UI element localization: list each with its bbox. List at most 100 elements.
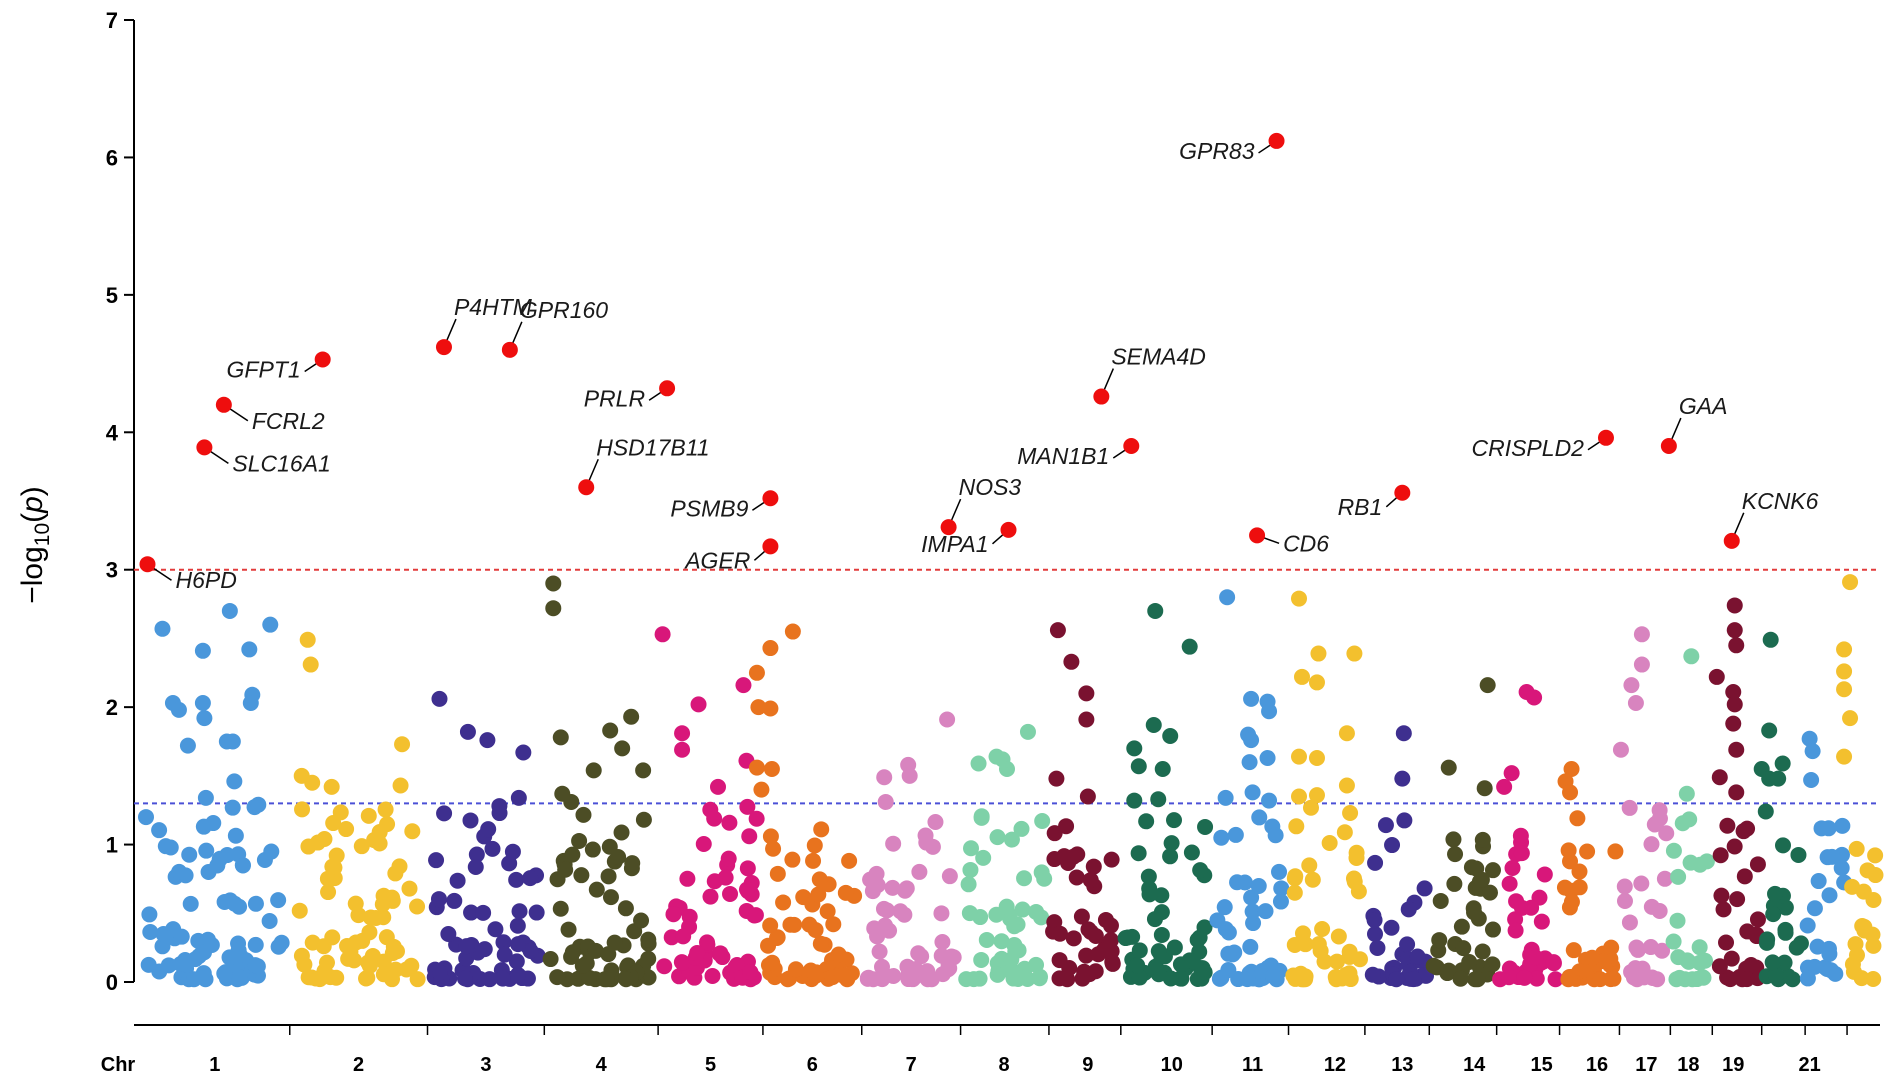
chromosome-label-14: 14 — [1463, 1054, 1486, 1076]
point-chr4 — [552, 900, 569, 917]
point-chr10 — [1184, 953, 1201, 970]
peak-point-chr6 — [753, 781, 770, 798]
peak-point-chr8 — [999, 760, 1016, 777]
point-chr16 — [1605, 970, 1622, 987]
point-chr17 — [1643, 836, 1660, 853]
point-chr9 — [1051, 970, 1068, 987]
gene-point-p4htm — [435, 339, 452, 356]
point-chr12 — [1302, 799, 1319, 816]
y-tick-label: 3 — [106, 558, 118, 583]
peak-point-chr8 — [970, 755, 987, 772]
point-chr4 — [584, 841, 601, 858]
point-chr19 — [1736, 868, 1753, 885]
peak-point-chr20 — [1770, 770, 1787, 787]
peak-point-chr19 — [1726, 597, 1743, 614]
point-chr17 — [1621, 914, 1638, 931]
point-chr2 — [387, 865, 404, 882]
point-chr5 — [720, 850, 737, 867]
peak-point-chr18 — [1683, 648, 1700, 665]
point-chr7 — [941, 960, 958, 977]
point-chr20 — [1767, 966, 1784, 983]
point-chr11 — [1220, 962, 1237, 979]
peak-point-chr21 — [1804, 743, 1821, 760]
point-chr10 — [1166, 812, 1183, 829]
peak-point-chr1 — [262, 616, 279, 633]
point-chr6 — [819, 903, 836, 920]
point-chr3 — [476, 941, 493, 958]
peak-point-chr12 — [1291, 590, 1308, 607]
point-chr19 — [1711, 958, 1728, 975]
point-chr2 — [318, 954, 335, 971]
peak-point-chr12 — [1338, 725, 1355, 742]
peak-point-chr1 — [154, 620, 171, 637]
peak-point-chr4 — [545, 600, 562, 617]
point-chr10 — [1131, 942, 1148, 959]
point-chr2 — [294, 801, 311, 818]
point-chr8 — [1014, 901, 1031, 918]
point-chr16 — [1571, 863, 1588, 880]
gene-label-h6pd: H6PD — [175, 567, 236, 593]
gene-label-fcrl2: FCRL2 — [252, 408, 325, 434]
point-chr3 — [508, 871, 525, 888]
point-chr12 — [1321, 835, 1338, 852]
point-chr10 — [1147, 958, 1164, 975]
point-chr12 — [1310, 936, 1327, 953]
point-chr22 — [1853, 970, 1870, 987]
chromosome-label-16: 16 — [1586, 1054, 1608, 1076]
point-chr12 — [1342, 805, 1359, 822]
gene-point-prlr — [659, 380, 676, 397]
point-chr2 — [383, 964, 400, 981]
point-chr12 — [1330, 928, 1347, 945]
peak-point-chr9 — [1078, 685, 1095, 702]
peak-point-chr12 — [1346, 645, 1363, 662]
point-chr11 — [1244, 903, 1261, 920]
peak-point-chr19 — [1726, 696, 1743, 713]
peak-point-chr12 — [1308, 674, 1325, 691]
point-chr5 — [748, 810, 765, 827]
point-chr10 — [1162, 848, 1179, 865]
point-chr6 — [765, 840, 782, 857]
point-chr2 — [316, 830, 333, 847]
gene-label-crispld2: CRISPLD2 — [1471, 435, 1584, 461]
point-chr2 — [375, 887, 392, 904]
point-chr11 — [1243, 889, 1260, 906]
point-chr12 — [1334, 970, 1351, 987]
point-chr13 — [1388, 971, 1405, 988]
point-chr1 — [173, 928, 190, 945]
point-chr6 — [810, 886, 827, 903]
point-chr15 — [1528, 970, 1545, 987]
peak-point-chr20 — [1761, 722, 1778, 739]
point-chr8 — [960, 876, 977, 893]
peak-point-chr22 — [1842, 710, 1859, 727]
point-chr7 — [900, 971, 917, 988]
point-chr6 — [825, 916, 842, 933]
y-tick-label: 1 — [106, 833, 118, 858]
peak-point-chr12 — [1291, 748, 1308, 765]
point-chr5 — [695, 836, 712, 853]
point-chr15 — [1500, 969, 1517, 986]
point-chr2 — [296, 956, 313, 973]
peak-point-chr12 — [1308, 749, 1325, 766]
point-chr10 — [1192, 862, 1209, 879]
point-chr20 — [1788, 939, 1805, 956]
point-chr2 — [340, 950, 357, 967]
point-chr21 — [1810, 873, 1827, 890]
gene-point-slc16a1 — [196, 439, 213, 456]
point-chr4 — [581, 969, 598, 986]
peak-point-chr19 — [1726, 622, 1743, 639]
point-chr1 — [187, 951, 204, 968]
point-chr19 — [1729, 891, 1746, 908]
point-chr1 — [142, 924, 159, 941]
point-chr13 — [1405, 971, 1422, 988]
point-chr2 — [328, 847, 345, 864]
point-chr1 — [224, 799, 241, 816]
point-chr1 — [151, 822, 168, 839]
peak-point-chr4 — [545, 575, 562, 592]
point-chr11 — [1251, 809, 1268, 826]
peak-point-chr19 — [1708, 668, 1725, 685]
chromosome-label-1: 1 — [209, 1054, 220, 1076]
point-chr12 — [1350, 883, 1367, 900]
point-chr12 — [1297, 968, 1314, 985]
point-chr8 — [963, 840, 980, 857]
